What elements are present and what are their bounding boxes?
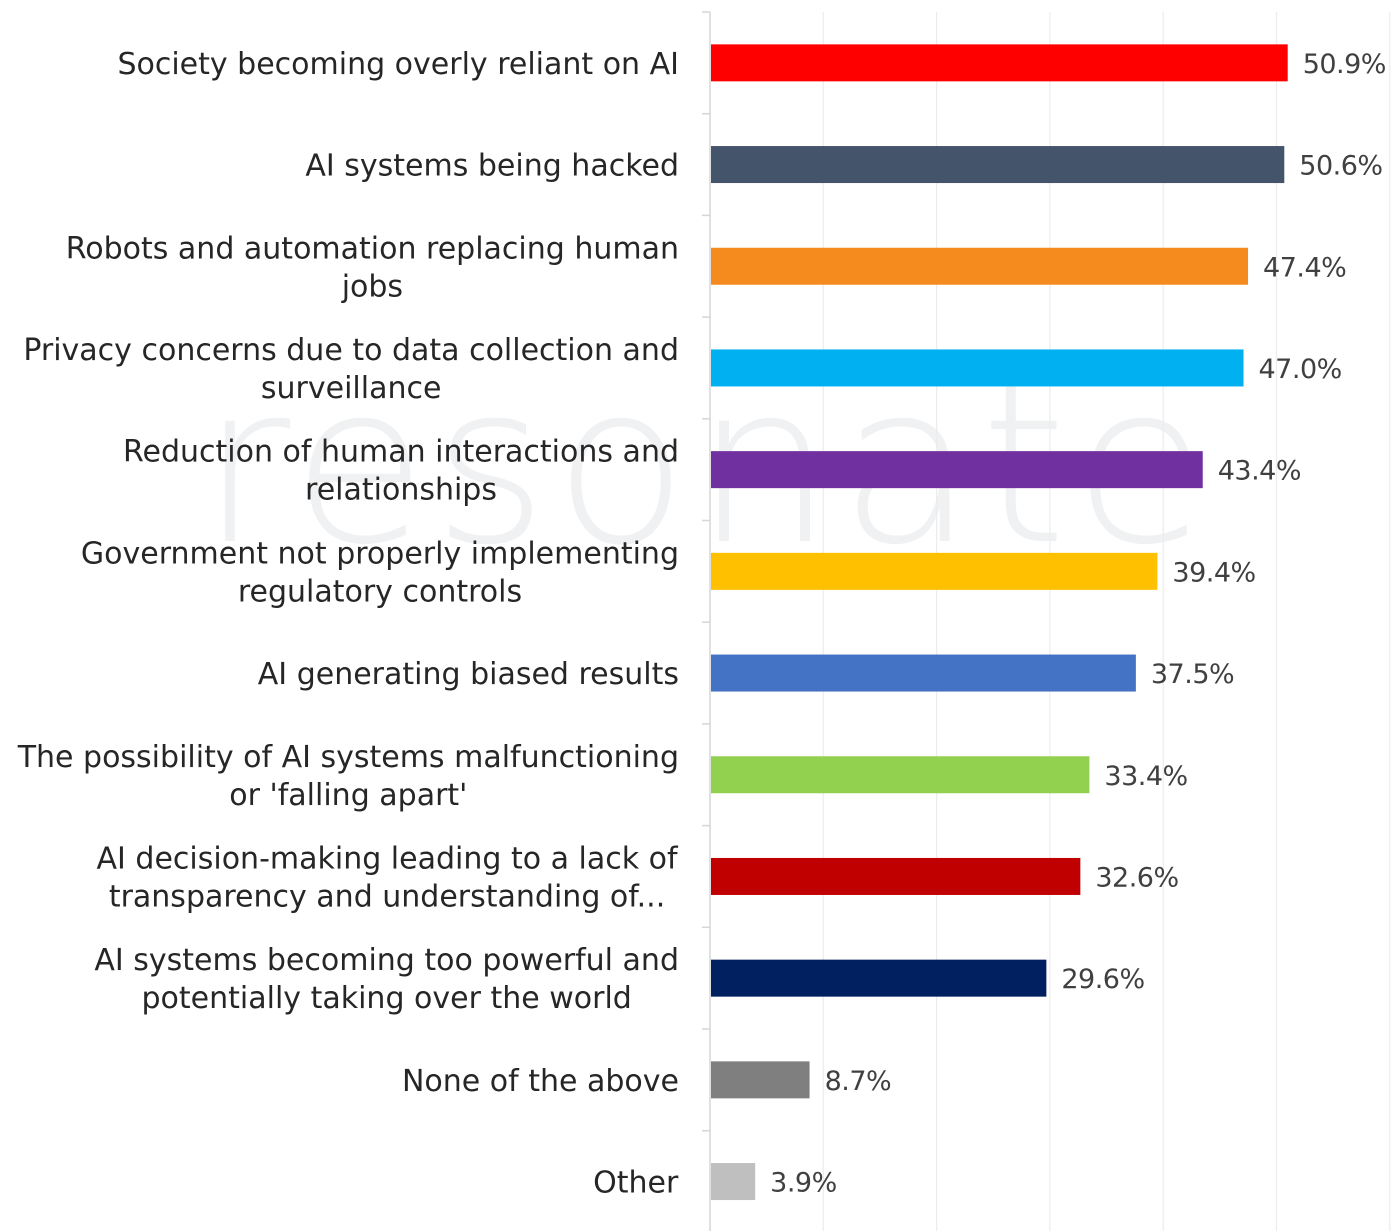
category-label-line: AI decision-making leading to a lack of	[97, 841, 679, 876]
category-label-line: Government not properly implementing	[81, 536, 679, 571]
category-label: Other	[593, 1166, 679, 1201]
data-label: 43.4%	[1218, 456, 1301, 487]
data-label: 37.5%	[1151, 659, 1234, 690]
data-label: 3.9%	[770, 1168, 837, 1199]
category-label-line: Society becoming overly reliant on AI	[117, 47, 679, 82]
category-label-line: regulatory controls	[238, 574, 522, 609]
data-label: 29.6%	[1061, 964, 1144, 995]
category-label-line: AI systems becoming too powerful and	[94, 943, 679, 978]
category-label-line: jobs	[341, 269, 403, 304]
bars	[711, 44, 1288, 1201]
category-axis	[702, 11, 711, 1231]
data-label: 8.7%	[825, 1066, 892, 1097]
data-labels: 50.9% 50.6% 47.4% 47.0% 43.4% 39.4% 37.5% 33.4%…	[770, 49, 1386, 1199]
bar	[711, 1163, 756, 1201]
bar	[711, 756, 1090, 794]
category-label-line: AI systems being hacked	[305, 149, 679, 184]
category-label: None of the above	[402, 1064, 679, 1099]
category-label: AI systems becoming too powerful and pote…	[94, 943, 679, 1016]
bar	[711, 247, 1249, 285]
category-label-line: None of the above	[402, 1064, 679, 1099]
bar	[711, 44, 1288, 82]
data-label: 47.4%	[1263, 252, 1346, 283]
category-label-line: Robots and automation replacing human	[66, 231, 679, 266]
category-label: Reduction of human interactions and relat…	[123, 435, 679, 508]
category-label: Privacy concerns due to data collection …	[23, 333, 679, 406]
category-label-line: potentially taking over the world	[142, 981, 632, 1016]
data-label: 50.9%	[1303, 49, 1386, 80]
gridlines	[822, 12, 1391, 1231]
category-label-line: or 'falling apart'	[229, 778, 467, 813]
category-label: Society becoming overly reliant on AI	[117, 47, 679, 82]
bar	[711, 857, 1081, 895]
bar	[711, 654, 1136, 692]
category-labels: Society becoming overly reliant on AI AI …	[17, 47, 679, 1201]
bar	[711, 552, 1158, 590]
category-label-line: Other	[593, 1166, 679, 1201]
category-label: AI decision-making leading to a lack of t…	[97, 841, 679, 914]
category-label: AI generating biased results	[258, 657, 679, 692]
data-label: 47.0%	[1259, 354, 1342, 385]
category-label: AI systems being hacked	[305, 149, 679, 184]
category-label: The possibility of AI systems malfunctio…	[17, 740, 679, 813]
category-label-line: AI generating biased results	[258, 657, 679, 692]
data-label: 50.6%	[1299, 151, 1382, 182]
bar	[711, 349, 1244, 387]
category-label-line: surveillance	[261, 371, 442, 406]
data-label: 33.4%	[1104, 761, 1187, 792]
bar	[711, 146, 1285, 184]
bar	[711, 959, 1047, 997]
bar	[711, 1061, 810, 1099]
category-label: Government not properly implementing regu…	[81, 536, 679, 609]
category-label: Robots and automation replacing human job…	[66, 231, 679, 304]
bar	[711, 451, 1203, 489]
data-label: 32.6%	[1095, 862, 1178, 893]
category-label-line: Privacy concerns due to data collection …	[23, 333, 679, 368]
category-label-line: Reduction of human interactions and	[123, 435, 679, 470]
category-label-line: The possibility of AI systems malfunctio…	[17, 740, 679, 775]
category-label-line: relationships	[305, 473, 497, 508]
data-label: 39.4%	[1172, 557, 1255, 588]
category-label-line: transparency and understanding of...	[109, 879, 665, 914]
